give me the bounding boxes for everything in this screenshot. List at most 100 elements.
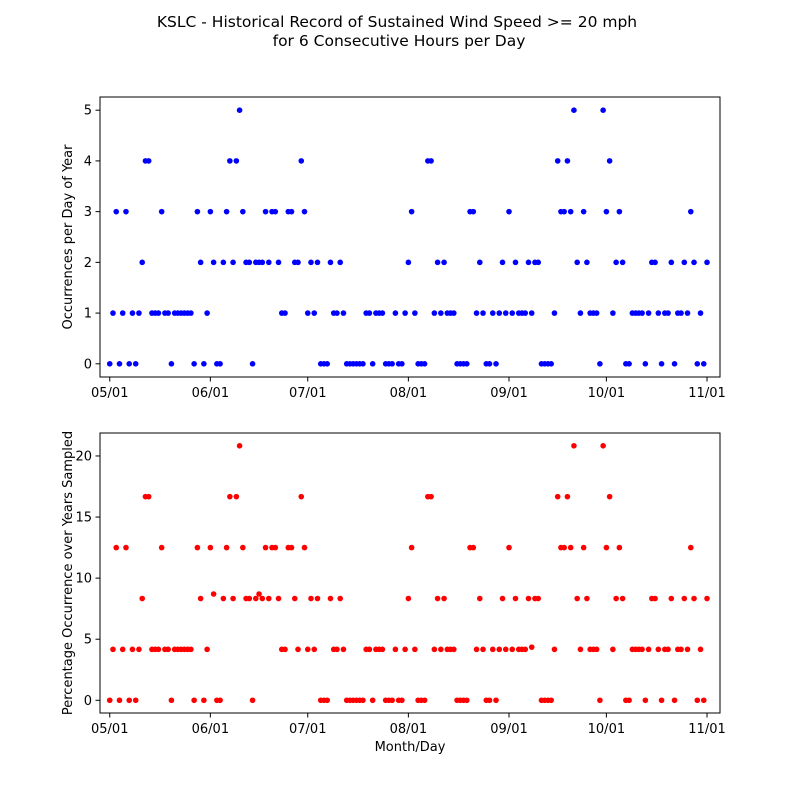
top-data-point [399,361,405,367]
top-data-point [584,259,590,266]
bottom-data-point [525,595,532,602]
top-data-point [113,208,120,215]
top-data-point [486,361,493,367]
top-y-tick-label: 5 [84,104,92,119]
chart-title-line2: for 6 Consecutive Hours per Day [273,32,526,50]
top-data-point [194,208,201,215]
bottom-data-point [207,544,214,551]
top-plot-panel: 05/01 06/01 07/01 08/01 09/01 10/01 11/01 0 1 2 3 4… [61,96,726,401]
bottom-data-point [671,697,678,704]
top-data-point [571,107,577,113]
bottom-data-point [616,544,623,551]
top-data-point [668,259,675,266]
bottom-data-point [687,544,694,551]
bottom-x-tick-label: 07/01 [289,722,326,737]
top-data-point [655,310,662,316]
top-x-tick-label: 06/01 [192,386,229,401]
top-data-point [233,158,240,164]
bottom-data-point [678,646,684,653]
top-data-point [408,208,415,215]
bottom-data-point [567,544,574,551]
bottom-x-tick-label: 05/01 [91,722,128,737]
bottom-data-point [697,646,704,653]
bottom-data-point [379,646,386,653]
bottom-data-point [295,646,301,653]
bottom-data-point [337,595,344,602]
top-data-point [678,310,684,316]
bottom-data-point [577,646,584,653]
bottom-data-point [626,697,632,704]
top-data-point [577,310,584,316]
bottom-data-point [155,646,162,653]
top-data-point [204,310,210,316]
bottom-data-point [603,544,610,551]
bottom-x-tick-label: 06/01 [192,722,229,737]
top-y-tick-label: 0 [84,357,92,372]
bottom-data-point [428,493,434,500]
top-data-point [470,208,477,215]
top-data-point [116,361,123,367]
bottom-data-point [402,646,408,653]
bottom-data-point [431,646,438,653]
bottom-data-point [123,544,129,551]
bottom-data-point [535,595,542,602]
top-data-point [369,361,376,367]
top-data-point [438,310,444,316]
bottom-data-point [489,646,496,653]
chart-title-line1: KSLC - Historical Record of Sustained Wi… [157,13,637,31]
bottom-x-tick-label: 10/01 [588,722,625,737]
top-data-point [700,361,707,367]
top-data-point [574,259,580,266]
top-data-point [421,361,428,367]
bottom-data-point [502,646,509,653]
top-data-point [493,361,499,367]
top-data-point [123,208,129,215]
bottom-data-point [188,646,194,653]
top-x-tick-label: 08/01 [390,386,427,401]
top-data-point [389,361,395,367]
bottom-data-point [655,646,662,653]
bottom-data-point [658,697,665,704]
bottom-data-point [580,544,587,551]
top-data-point [597,361,603,367]
top-data-point [645,310,652,316]
bottom-data-point [509,646,516,653]
top-data-point [197,259,204,266]
bottom-data-point [496,646,503,653]
top-data-point [564,158,571,164]
top-data-point [298,158,305,164]
top-data-point [295,259,301,266]
bottom-data-point [194,544,201,551]
bottom-data-point [291,595,298,602]
bottom-data-point [392,646,399,653]
bottom-data-point [304,646,311,653]
top-data-point [340,310,347,316]
bottom-data-point [223,544,230,551]
bottom-data-point [139,595,145,602]
bottom-data-point [506,544,512,551]
top-data-point [132,361,139,367]
top-data-point [220,259,227,266]
top-data-point [282,310,288,316]
top-data-point [210,259,217,266]
top-data-point [136,310,142,316]
top-data-point [561,208,567,215]
bottom-y-axis-label: Percentage Occurrence over Years Sampled [61,431,76,715]
bottom-data-point [561,544,567,551]
bottom-data-point [288,544,295,551]
top-data-point [314,259,321,266]
bottom-y-tick-label: 20 [75,449,92,464]
top-plot-frame [99,96,721,378]
top-data-point [434,259,441,266]
bottom-data-point [473,646,480,653]
top-data-point [535,259,542,266]
bottom-data-point [253,595,259,602]
bottom-x-axis-label: Month/Day [375,740,446,755]
bottom-data-point [451,646,457,653]
bottom-data-point [158,544,165,551]
bottom-data-point [571,443,577,449]
top-data-point [412,310,418,316]
top-data-point [684,310,691,316]
top-x-tick-label: 05/01 [91,386,128,401]
top-data-point [431,310,438,316]
